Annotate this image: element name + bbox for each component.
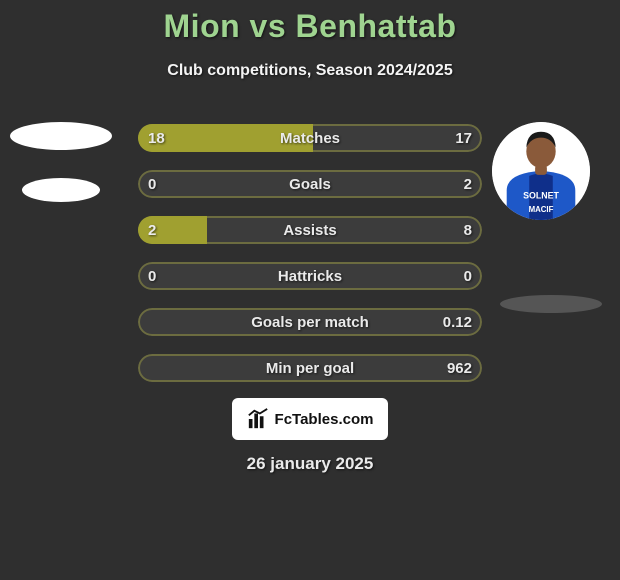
blank-avatar-ellipse xyxy=(10,122,112,150)
stat-bar: Goals02 xyxy=(138,170,482,198)
infographic-stage: Mion vs Benhattab Club competitions, Sea… xyxy=(0,0,620,580)
stat-bar: Min per goal962 xyxy=(138,354,482,382)
stat-bar: Goals per match0.12 xyxy=(138,308,482,336)
page-subtitle: Club competitions, Season 2024/2025 xyxy=(0,62,620,80)
fctables-badge: FcTables.com xyxy=(232,398,388,440)
chart-icon xyxy=(247,408,269,430)
stat-bar: Matches1817 xyxy=(138,124,482,152)
infographic-date: 26 january 2025 xyxy=(0,454,620,474)
stat-bars: Matches1817 Goals02 Assists28 Hattricks00 Go… xyxy=(138,124,482,400)
right-player-shadow xyxy=(500,295,602,313)
blank-avatar-ellipse xyxy=(22,178,100,202)
svg-text:SOLNET: SOLNET xyxy=(523,190,559,200)
player-illustration: SOLNET MACIF xyxy=(492,122,590,220)
badge-text: FcTables.com xyxy=(275,411,374,428)
stat-bar: Hattricks00 xyxy=(138,262,482,290)
svg-text:MACIF: MACIF xyxy=(529,205,554,214)
stat-bar: Assists28 xyxy=(138,216,482,244)
page-title: Mion vs Benhattab xyxy=(0,8,620,45)
right-player-avatar: SOLNET MACIF xyxy=(492,122,590,220)
